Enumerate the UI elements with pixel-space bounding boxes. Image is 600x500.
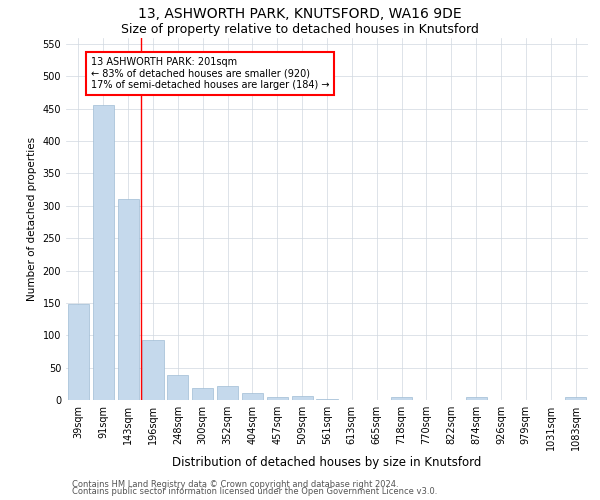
Text: 13, ASHWORTH PARK, KNUTSFORD, WA16 9DE: 13, ASHWORTH PARK, KNUTSFORD, WA16 9DE [138, 8, 462, 22]
Y-axis label: Number of detached properties: Number of detached properties [27, 136, 37, 301]
Bar [565, 398, 586, 400]
Bar [192, 388, 213, 400]
Text: Contains HM Land Registry data © Crown copyright and database right 2024.: Contains HM Land Registry data © Crown c… [72, 480, 398, 489]
Bar [391, 398, 412, 400]
Bar [167, 376, 188, 400]
Bar [242, 393, 263, 400]
Bar [316, 398, 338, 400]
Bar [93, 105, 114, 400]
Text: Size of property relative to detached houses in Knutsford: Size of property relative to detached ho… [121, 22, 479, 36]
Text: Contains public sector information licensed under the Open Government Licence v3: Contains public sector information licen… [72, 488, 437, 496]
Bar [217, 386, 238, 400]
X-axis label: Distribution of detached houses by size in Knutsford: Distribution of detached houses by size … [172, 456, 482, 468]
Bar [267, 397, 288, 400]
Bar [142, 340, 164, 400]
Bar [292, 396, 313, 400]
Text: 13 ASHWORTH PARK: 201sqm
← 83% of detached houses are smaller (920)
17% of semi-: 13 ASHWORTH PARK: 201sqm ← 83% of detach… [91, 57, 329, 90]
Bar [118, 198, 139, 400]
Bar [466, 398, 487, 400]
Bar [68, 304, 89, 400]
